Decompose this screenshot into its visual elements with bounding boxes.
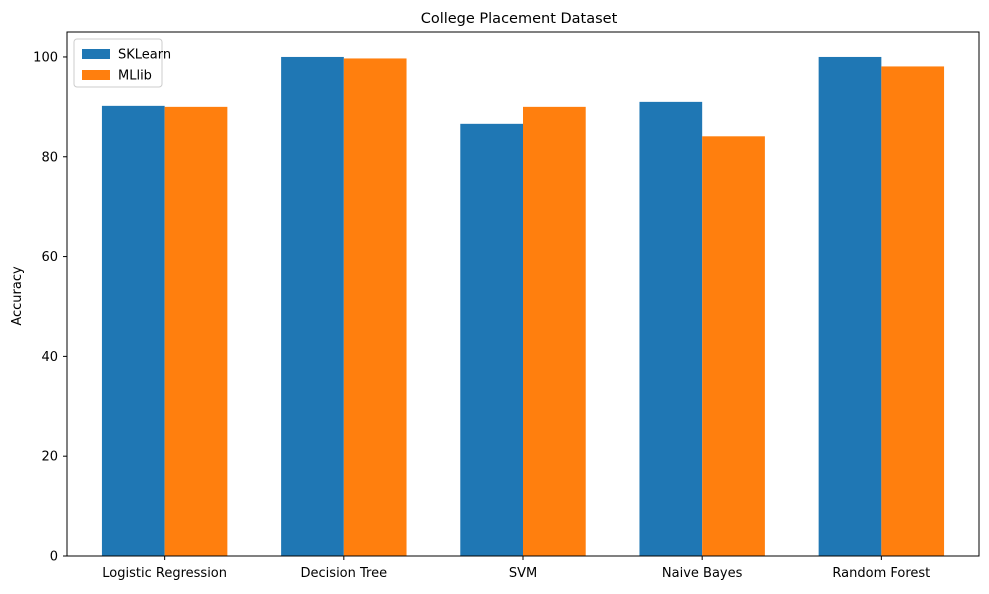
legend-label-sklearn: SKLearn — [118, 48, 171, 63]
legend: SKLearn MLlib — [73, 38, 171, 88]
bar-sklearn-svm — [460, 123, 523, 556]
x-axis-ticks: Logistic Regression Decision Tree SVM Naive… — [102, 556, 930, 581]
x-tick-label: SVM — [509, 566, 537, 581]
bar-mllib-decision-tree — [343, 58, 407, 556]
y-tick-label: 0 — [50, 550, 58, 565]
legend-swatch-sklearn — [82, 49, 110, 59]
bar-mllib-random-forest — [881, 66, 945, 556]
y-tick-label: 80 — [41, 150, 58, 165]
legend-label-mllib: MLlib — [118, 69, 152, 84]
x-tick-label: Logistic Regression — [102, 566, 227, 581]
bars-layer — [101, 56, 945, 557]
x-tick-label: Naive Bayes — [662, 566, 743, 581]
bar-mllib-naive-bayes — [702, 136, 765, 556]
y-axis-ticks: 0 20 40 60 80 100 — [33, 50, 67, 565]
y-axis-label: Accuracy — [10, 266, 25, 326]
x-tick-label: Decision Tree — [301, 566, 388, 581]
plot-frame — [66, 31, 980, 557]
bar-sklearn-naive-bayes — [639, 101, 703, 556]
bar-mllib-svm — [523, 106, 586, 556]
x-tick-label: Random Forest — [832, 566, 930, 581]
bar-sklearn-decision-tree — [281, 56, 344, 556]
bar-mllib-logistic-regression — [164, 106, 228, 556]
bar-sklearn-logistic-regression — [101, 105, 165, 557]
y-tick-label: 100 — [33, 50, 58, 65]
legend-swatch-mllib — [82, 70, 110, 80]
y-tick-label: 20 — [41, 450, 58, 465]
chart-title: College Placement Dataset — [421, 11, 618, 27]
y-tick-label: 60 — [41, 250, 58, 265]
bar-sklearn-random-forest — [818, 56, 882, 556]
y-tick-label: 40 — [41, 350, 58, 365]
